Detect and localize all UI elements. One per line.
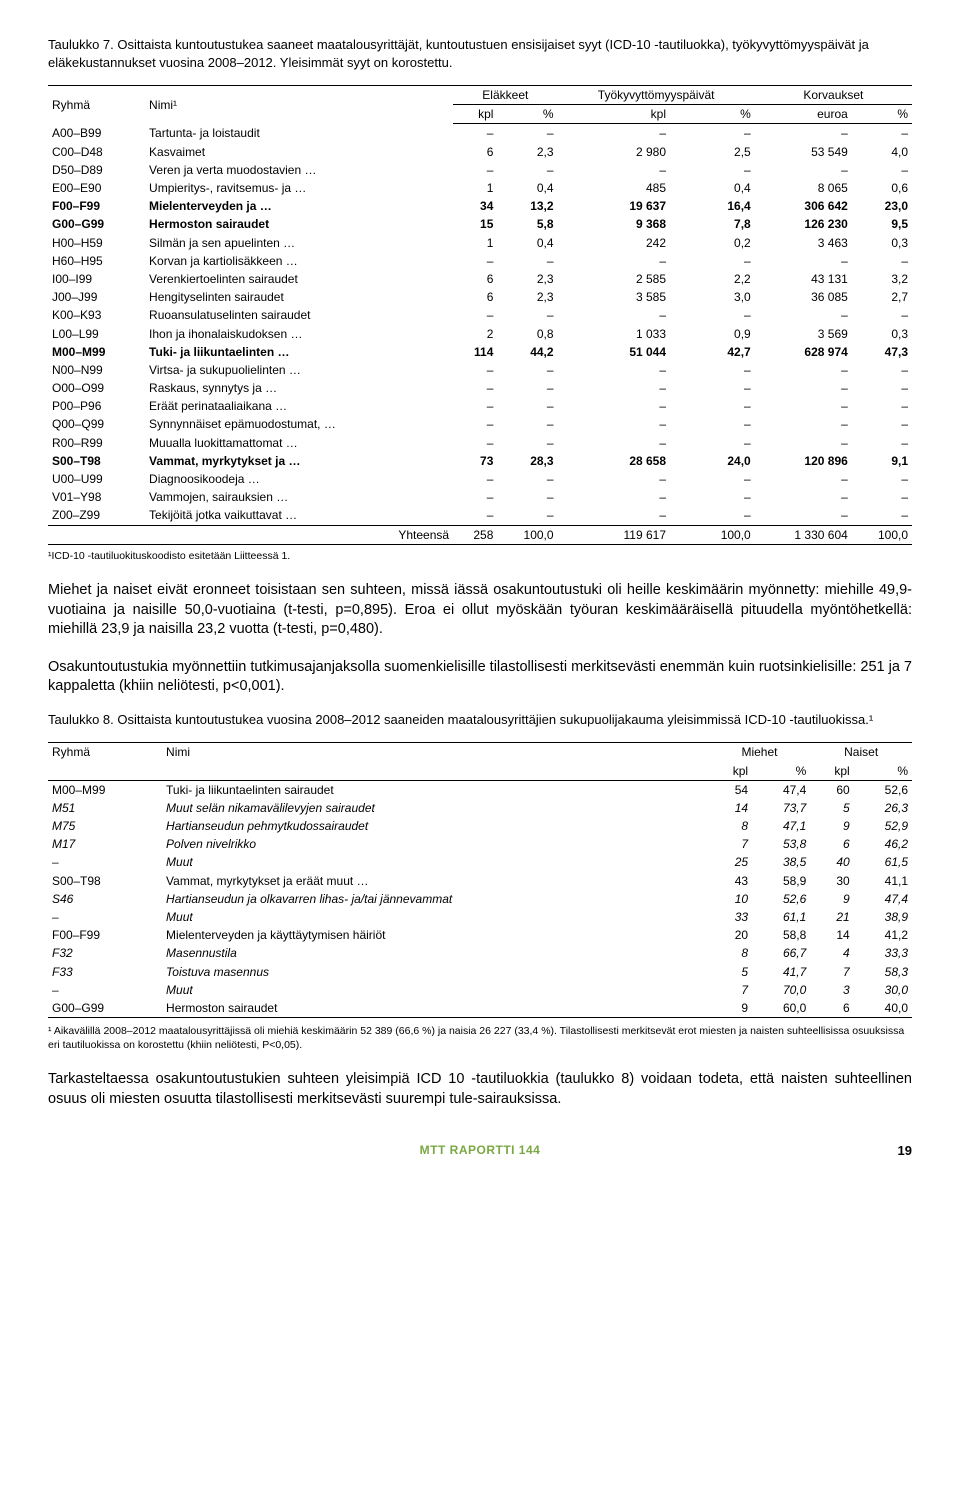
table-row: F00–F99Mielenterveyden ja käyttäytymisen… (48, 926, 912, 944)
paragraph-3: Tarkasteltaessa osakuntoutustukien suhte… (48, 1070, 912, 1109)
table-row: H60–H95Korvan ja kartiolisäkkeen …–––––– (48, 252, 912, 270)
table-row: K00–K93Ruoansulatuselinten sairaudet––––… (48, 306, 912, 324)
table-row: P00–P96Eräät perinataaliaikana …–––––– (48, 397, 912, 415)
table-row: G00–G99Hermoston sairaudet155,89 3687,81… (48, 215, 912, 233)
table-row: R00–R99Muualla luokittamattomat …–––––– (48, 434, 912, 452)
table-row: J00–J99Hengityselinten sairaudet62,33 58… (48, 288, 912, 306)
table-row: S00–T98Vammat, myrkytykset ja eräät muut… (48, 872, 912, 890)
table-row: M17Polven nivelrikko753,8646,2 (48, 835, 912, 853)
table-row: F33Toistuva masennus541,7758,3 (48, 963, 912, 981)
t8-pct-n: % (854, 762, 912, 781)
t8-kpl-m: kpl (709, 762, 752, 781)
table-row: M75Hartianseudun pehmytkudossairaudet847… (48, 817, 912, 835)
col-pct2: % (670, 105, 755, 124)
table-row: Z00–Z99Tekijöitä jotka vaikuttavat …––––… (48, 506, 912, 525)
t8-col-nimi: Nimi (162, 743, 709, 762)
table7: Ryhmä Nimi¹ Eläkkeet Työkyvyttömyyspäivä… (48, 85, 912, 545)
table-row: Q00–Q99Synnynnäiset epämuodostumat, …–––… (48, 415, 912, 433)
table-row: S00–T98Vammat, myrkytykset ja …7328,328 … (48, 452, 912, 470)
table-row: M00–M99Tuki- ja liikuntaelinten sairaude… (48, 780, 912, 799)
table-row: A00–B99Tartunta- ja loistaudit–––––– (48, 124, 912, 143)
col-ryhma: Ryhmä (48, 86, 145, 124)
table-row: M51Muut selän nikamavälilevyjen sairaude… (48, 799, 912, 817)
t8-pct-m: % (752, 762, 810, 781)
table-row: L00–L99Ihon ja ihonalaiskudoksen …20,81 … (48, 325, 912, 343)
page-footer: MTT RAPORTTI 144 19 (48, 1142, 912, 1158)
col-pct3: % (852, 105, 912, 124)
table-row: E00–E90Umpieritys-, ravitsemus- ja …10,4… (48, 179, 912, 197)
table7-footnote: ¹ICD-10 -tautiluokituskoodisto esitetään… (48, 549, 912, 563)
table8: Ryhmä Nimi Miehet Naiset kpl % kpl % M00… (48, 742, 912, 1018)
colgroup-tyokyvyttomyyspaivat: Työkyvyttömyyspäivät (558, 86, 755, 105)
table8-caption: Taulukko 8. Osittaista kuntoutustukea vu… (48, 711, 912, 729)
table-total-row: Yhteensä258100,0119 617100,01 330 604100… (48, 525, 912, 544)
col-pct1: % (497, 105, 557, 124)
col-kpl1: kpl (453, 105, 497, 124)
col-nimi: Nimi¹ (145, 86, 453, 124)
paragraph-1: Miehet ja naiset eivät eronneet toisista… (48, 581, 912, 640)
t8-col-ryhma: Ryhmä (48, 743, 162, 762)
t8-kpl-n: kpl (810, 762, 853, 781)
table-row: S46Hartianseudun ja olkavarren lihas- ja… (48, 890, 912, 908)
table-row: G00–G99Hermoston sairaudet960,0640,0 (48, 999, 912, 1018)
table-row: F32Masennustila866,7433,3 (48, 944, 912, 962)
table-row: –Muut2538,54061,5 (48, 853, 912, 871)
table8-footnote: ¹ Aikavälillä 2008–2012 maatalousyrittäj… (48, 1024, 912, 1052)
table-row: V01–Y98Vammojen, sairauksien …–––––– (48, 488, 912, 506)
table-row: N00–N99Virtsa- ja sukupuolielinten …––––… (48, 361, 912, 379)
colgroup-korvaukset: Korvaukset (755, 86, 912, 105)
t8-col-naiset: Naiset (810, 743, 912, 762)
col-euroa: euroa (755, 105, 852, 124)
page-number: 19 (898, 1142, 912, 1160)
table-row: U00–U99Diagnoosikoodeja …–––––– (48, 470, 912, 488)
book-title: MTT RAPORTTI 144 (420, 1143, 541, 1157)
table-row: O00–O99Raskaus, synnytys ja …–––––– (48, 379, 912, 397)
paragraph-2: Osakuntoutustukia myönnettiin tutkimusaj… (48, 658, 912, 697)
table-row: M00–M99Tuki- ja liikuntaelinten …11444,2… (48, 343, 912, 361)
table7-caption: Taulukko 7. Osittaista kuntoutustukea sa… (48, 36, 912, 71)
table-row: C00–D48Kasvaimet62,32 9802,553 5494,0 (48, 143, 912, 161)
table-row: F00–F99Mielenterveyden ja …3413,219 6371… (48, 197, 912, 215)
t8-col-miehet: Miehet (709, 743, 811, 762)
table-row: H00–H59Silmän ja sen apuelinten …10,4242… (48, 234, 912, 252)
col-kpl2: kpl (558, 105, 670, 124)
table-row: –Muut770,0330,0 (48, 981, 912, 999)
table-row: D50–D89Veren ja verta muodostavien …––––… (48, 161, 912, 179)
table-row: I00–I99Verenkiertoelinten sairaudet62,32… (48, 270, 912, 288)
colgroup-elakkeet: Eläkkeet (453, 86, 557, 105)
table-row: –Muut3361,12138,9 (48, 908, 912, 926)
